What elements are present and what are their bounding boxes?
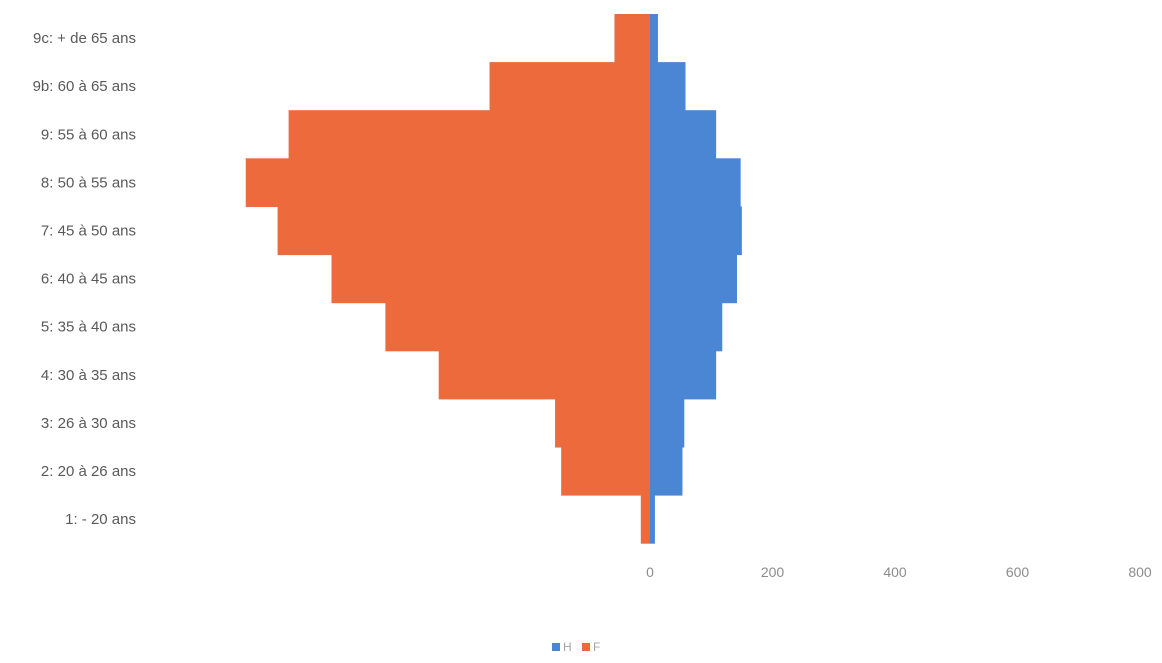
bar-f <box>561 446 650 496</box>
category-labels: 9c: + de 65 ans 9b: 60 à 65 ans 9: 55 à 60… <box>33 30 136 528</box>
category-label: 2: 20 à 26 ans <box>41 463 136 480</box>
category-label: 9b: 60 à 65 ans <box>33 78 136 95</box>
bar-h <box>650 495 655 544</box>
x-axis-tick-labels: 0 200 400 600 800 <box>646 564 1152 580</box>
bar-f <box>555 398 650 448</box>
bar-h <box>650 398 685 448</box>
legend-swatch-h <box>552 643 560 651</box>
bar-h <box>650 302 723 352</box>
bar-h <box>650 158 741 207</box>
legend-label-h: H <box>563 640 572 654</box>
bar-h <box>650 206 742 256</box>
x-tick-label: 400 <box>883 564 907 580</box>
x-tick-label: 0 <box>646 564 654 580</box>
category-label: 6: 40 à 45 ans <box>41 271 136 288</box>
bar-f <box>385 302 650 352</box>
bar-h <box>650 254 737 304</box>
category-label: 9c: + de 65 ans <box>33 30 136 47</box>
bar-h <box>650 110 717 159</box>
bar-f <box>245 158 650 207</box>
series-f-bars <box>245 14 650 544</box>
x-tick-label: 600 <box>1006 564 1030 580</box>
x-tick-label: 800 <box>1128 564 1152 580</box>
bar-h <box>650 350 717 400</box>
legend-label-f: F <box>593 640 600 654</box>
bar-f <box>288 110 650 159</box>
bar-f <box>614 14 650 63</box>
series-h-bars <box>650 14 742 544</box>
bar-h <box>650 446 683 496</box>
bar-h <box>650 62 686 111</box>
category-label: 3: 26 à 30 ans <box>41 415 136 432</box>
category-label: 7: 45 à 50 ans <box>41 222 136 239</box>
bar-f <box>331 254 650 304</box>
bar-f <box>640 495 650 544</box>
category-label: 4: 30 à 35 ans <box>41 367 136 384</box>
category-label: 1: - 20 ans <box>65 511 136 528</box>
bar-h <box>650 14 658 63</box>
category-label: 9: 55 à 60 ans <box>41 126 136 143</box>
bar-f <box>489 62 650 111</box>
category-label: 8: 50 à 55 ans <box>41 174 136 191</box>
category-label: 5: 35 à 40 ans <box>41 319 136 336</box>
legend-swatch-f <box>582 643 590 651</box>
x-tick-label: 200 <box>761 564 785 580</box>
bar-f <box>438 350 650 400</box>
bar-f <box>277 206 650 256</box>
